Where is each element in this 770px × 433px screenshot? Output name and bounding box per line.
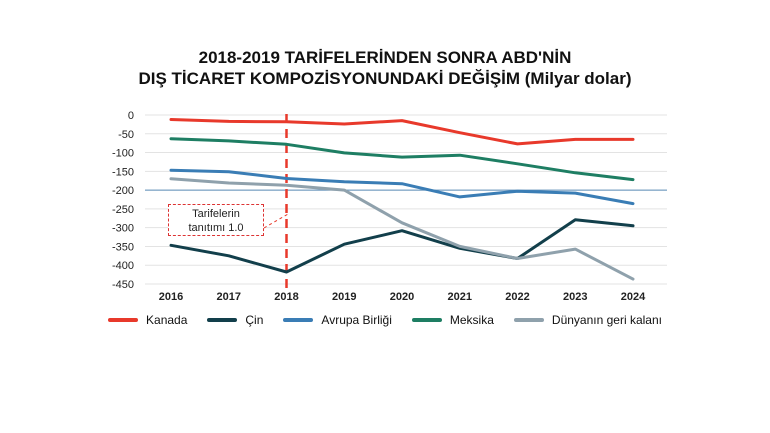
legend-label: Avrupa Birliği bbox=[321, 313, 392, 327]
x-tick-label: 2023 bbox=[563, 291, 587, 303]
y-tick-label: -200 bbox=[112, 185, 134, 197]
x-tick-label: 2020 bbox=[390, 291, 414, 303]
y-tick-label: -400 bbox=[112, 260, 134, 272]
x-tick-label: 2016 bbox=[159, 291, 183, 303]
grid-layer bbox=[145, 114, 667, 285]
x-tick-label: 2022 bbox=[505, 291, 529, 303]
y-tick-label: -250 bbox=[112, 204, 134, 216]
legend: Kanada Çin Avrupa Birliği Meksika Dünyanın g… bbox=[0, 313, 770, 327]
legend-item: Çin bbox=[207, 313, 263, 327]
y-tick-label: -450 bbox=[112, 279, 134, 291]
x-tick-label: 2021 bbox=[448, 291, 472, 303]
reference-layer bbox=[145, 114, 667, 290]
x-axis-ticks: 2016 2017 2018 2019 2020 2021 2022 2023 2024 bbox=[159, 291, 646, 303]
series-line bbox=[169, 218, 635, 274]
y-tick-label: -350 bbox=[112, 241, 134, 253]
y-tick-label: -300 bbox=[112, 223, 134, 235]
series-line bbox=[169, 137, 635, 182]
legend-swatch bbox=[513, 318, 544, 322]
y-axis-ticks: 0 -50 -100 -150 -200 -250 -300 -350 -400 -450 bbox=[112, 110, 134, 291]
legend-swatch bbox=[207, 318, 238, 322]
series-line bbox=[169, 177, 635, 281]
legend-item: Avrupa Birliği bbox=[283, 313, 392, 327]
chart-title-line1: 2018-2019 TARİFELERİNDEN SONRA ABD'NİN bbox=[198, 48, 572, 67]
x-tick-label: 2017 bbox=[217, 291, 241, 303]
series-layer bbox=[169, 118, 635, 281]
legend-swatch bbox=[283, 318, 314, 322]
legend-swatch bbox=[411, 318, 442, 322]
legend-label: Dünyanın geri kalanı bbox=[551, 313, 662, 327]
y-tick-label: -150 bbox=[112, 166, 134, 178]
tariff-annotation-line1: Tarifelerin bbox=[192, 208, 240, 220]
legend-item: Kanada bbox=[108, 313, 187, 327]
series-line bbox=[169, 118, 635, 146]
x-tick-label: 2019 bbox=[332, 291, 356, 303]
y-tick-label: 0 bbox=[128, 110, 134, 122]
series-line bbox=[169, 168, 635, 206]
legend-swatch bbox=[108, 318, 139, 322]
tariff-annotation-line2: tanıtımı 1.0 bbox=[188, 222, 244, 234]
x-tick-label: 2018 bbox=[274, 291, 298, 303]
legend-item: Meksika bbox=[411, 313, 494, 327]
annotation-connector bbox=[263, 213, 289, 229]
legend-label: Kanada bbox=[146, 313, 188, 327]
chart-title: 2018-2019 TARİFELERİNDEN SONRA ABD'NİN D… bbox=[0, 47, 770, 89]
tariff-annotation: Tarifelerin tanıtımı 1.0 bbox=[168, 204, 264, 236]
chart-title-line2: DIŞ TİCARET KOMPOZİSYONUNDAKİ DEĞİŞİM (M… bbox=[138, 69, 632, 88]
y-tick-label: -100 bbox=[112, 148, 134, 160]
legend-item: Dünyanın geri kalanı bbox=[513, 313, 662, 327]
y-tick-label: -50 bbox=[118, 129, 134, 141]
x-tick-label: 2024 bbox=[621, 291, 646, 303]
legend-label: Meksika bbox=[449, 313, 494, 327]
legend-label: Çin bbox=[245, 313, 264, 327]
